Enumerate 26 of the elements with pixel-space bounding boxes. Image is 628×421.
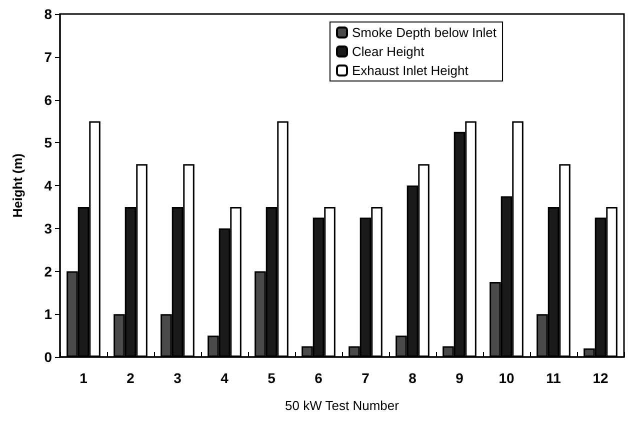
y-tick-label: 4	[44, 178, 52, 194]
y-tick-label: 0	[44, 349, 52, 365]
x-tick-label: 4	[220, 370, 229, 386]
y-tick-label: 7	[44, 48, 52, 65]
legend-label: Smoke Depth below Inlet	[352, 25, 497, 40]
y-tick-label: 1	[44, 306, 52, 322]
legend-label: Exhaust Inlet Height	[352, 63, 469, 78]
y-axis-title: Height (m)	[10, 153, 25, 218]
x-tick-label: 8	[408, 370, 417, 386]
y-tick-label: 5	[44, 134, 52, 151]
x-tick-label: 12	[592, 370, 608, 386]
x-axis-title: 50 kW Test Number	[285, 398, 400, 413]
y-tick-label: 6	[44, 92, 52, 108]
y-tick-label: 3	[44, 220, 52, 236]
y-tick-label: 2	[44, 263, 52, 280]
x-tick-label: 7	[362, 370, 370, 386]
x-tick-label: 5	[268, 370, 276, 386]
legend-label: Clear Height	[352, 44, 425, 59]
x-tick-label: 3	[174, 370, 182, 386]
x-tick-label: 6	[314, 370, 323, 386]
x-tick-label: 1	[80, 370, 88, 386]
x-tick-label: 10	[498, 370, 514, 386]
y-tick-label: 8	[44, 6, 52, 22]
x-tick-label: 2	[126, 370, 135, 386]
x-tick-label: 9	[456, 370, 464, 386]
x-tick-label: 11	[546, 370, 562, 386]
